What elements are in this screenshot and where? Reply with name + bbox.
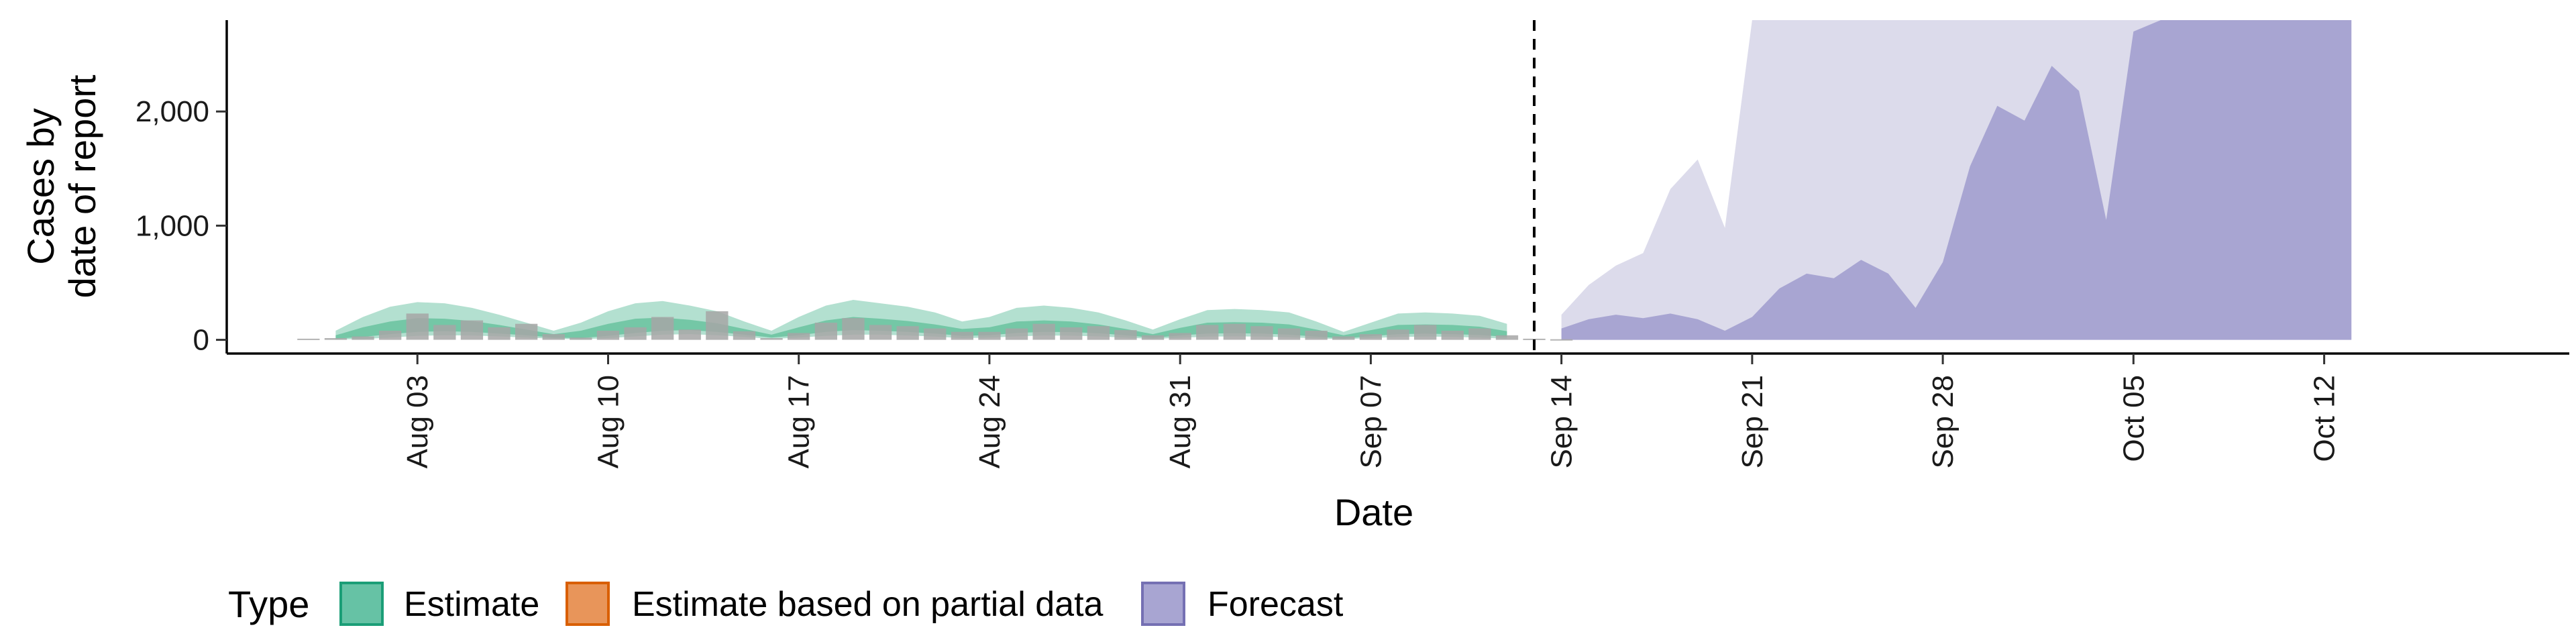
observed-bar xyxy=(460,320,484,340)
observed-bar xyxy=(596,331,620,340)
observed-bar xyxy=(978,331,1001,340)
legend-swatch-partial xyxy=(566,582,610,626)
x-tick-label: Aug 17 xyxy=(783,375,816,468)
y-axis-title-line-2: date of report xyxy=(61,74,103,299)
observed-bar xyxy=(1277,328,1301,340)
observed-bar xyxy=(1523,338,1546,340)
observed-bar xyxy=(1441,331,1464,340)
observed-bar xyxy=(1223,323,1246,340)
legend-swatch-forecast xyxy=(1141,582,1185,626)
legend: Type Estimate Estimate based on partial … xyxy=(228,582,1344,626)
observed-bar xyxy=(1550,339,1573,341)
observed-bar xyxy=(1141,335,1165,340)
x-tick-label: Sep 14 xyxy=(1546,375,1578,468)
x-tick-label: Sep 21 xyxy=(1736,375,1769,468)
observed-bar xyxy=(1387,329,1409,340)
observed-bar xyxy=(706,311,729,340)
observed-bar xyxy=(488,327,511,340)
observed-bar xyxy=(1005,328,1028,340)
y-tick-label: 1,000 xyxy=(136,209,209,242)
legend-label-estimate: Estimate xyxy=(404,585,539,624)
observed-bar xyxy=(1196,325,1219,340)
observed-bar xyxy=(542,334,565,340)
y-axis-title: Cases by date of report xyxy=(19,74,103,299)
x-tick-label: Aug 24 xyxy=(973,375,1006,468)
x-tick-label: Sep 07 xyxy=(1354,375,1387,468)
x-tick-label: Oct 05 xyxy=(2117,375,2150,462)
x-tick-label: Aug 03 xyxy=(401,375,434,468)
observed-bar xyxy=(324,338,347,340)
y-axis-ticks: 0 1,000 2,000 xyxy=(136,95,227,357)
x-tick-label: Sep 28 xyxy=(1927,375,1960,468)
observed-bar xyxy=(1495,335,1519,340)
observed-bar xyxy=(651,317,674,340)
observed-bar xyxy=(352,336,374,340)
legend-label-forecast: Forecast xyxy=(1208,585,1344,624)
observed-bar xyxy=(760,338,783,340)
observed-bar xyxy=(1359,334,1382,340)
observed-bar xyxy=(1032,323,1055,340)
plot-area xyxy=(297,20,2352,341)
observed-bar xyxy=(1332,336,1355,340)
observed-bar xyxy=(896,326,919,340)
observed-bar xyxy=(1250,326,1273,340)
observed-bar xyxy=(1169,333,1191,340)
x-tick-label: Aug 10 xyxy=(592,375,625,468)
observed-bar xyxy=(951,331,973,340)
observed-bar xyxy=(570,337,592,340)
observed-bar xyxy=(1305,331,1328,340)
y-tick-label: 0 xyxy=(193,324,209,357)
observed-bar xyxy=(814,323,837,340)
y-axis-title-line-1: Cases by xyxy=(19,108,62,264)
observed-bar xyxy=(1087,326,1110,340)
observed-bar xyxy=(406,313,429,340)
observed-bar xyxy=(1468,328,1491,340)
observed-bar xyxy=(733,331,756,340)
legend-label-partial: Estimate based on partial data xyxy=(632,585,1104,624)
observed-bar xyxy=(869,325,892,340)
x-tick-label: Oct 12 xyxy=(2308,375,2341,462)
x-axis-title: Date xyxy=(1334,491,1413,533)
x-tick-label: Aug 31 xyxy=(1164,375,1197,468)
observed-bar xyxy=(624,327,647,340)
observed-bar xyxy=(788,333,810,340)
observed-bar xyxy=(842,318,865,340)
observed-bar xyxy=(1114,330,1137,340)
observed-bar xyxy=(924,328,947,340)
observed-bar xyxy=(379,331,402,340)
observed-bar xyxy=(678,329,701,340)
observed-bar xyxy=(1060,327,1083,340)
forecast-inner-ribbon xyxy=(1561,20,2352,340)
y-tick-label: 2,000 xyxy=(136,95,209,128)
legend-title: Type xyxy=(228,583,309,625)
observed-bar xyxy=(433,325,456,340)
observed-bar xyxy=(515,323,538,340)
x-axis-ticks: Aug 03 Aug 10 Aug 17 Aug 24 Aug 31 Sep 07 Sep … xyxy=(401,354,2341,468)
legend-swatch-estimate xyxy=(339,582,384,626)
observed-bar xyxy=(1414,325,1437,340)
observed-bar xyxy=(297,338,320,340)
